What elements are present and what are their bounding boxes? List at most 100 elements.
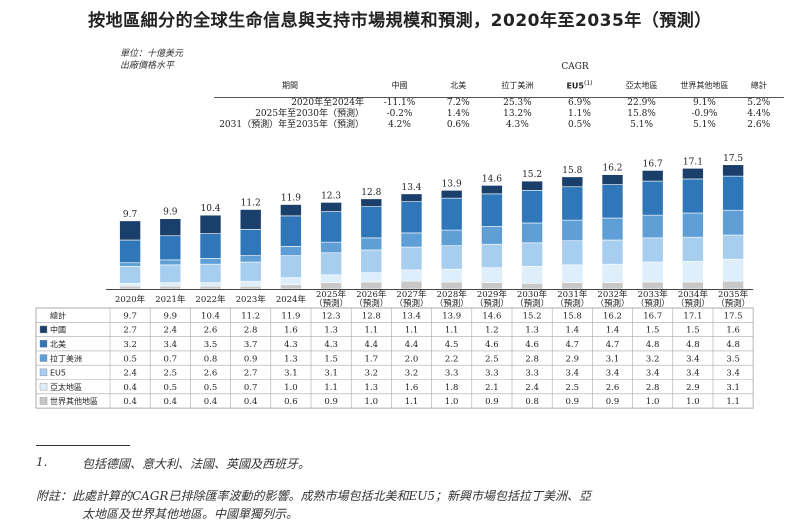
total-value-label: 12.3 — [321, 191, 341, 201]
bar-segment — [521, 265, 543, 284]
bar-segment — [199, 258, 222, 265]
category-label: 2025年 — [316, 289, 347, 300]
table-cell: 3.1 — [324, 369, 338, 379]
bar-segment — [561, 219, 584, 242]
table-cell: 1.5 — [324, 354, 338, 364]
bar-segment — [119, 285, 141, 290]
table-cell: 3.4 — [566, 369, 580, 379]
col-header: 總計 — [733, 73, 784, 98]
table-cell: 2.4 — [123, 369, 137, 379]
category-label-suffix: （預測） — [394, 298, 428, 309]
bar-segment — [400, 193, 423, 202]
category-label: 2021年 — [155, 294, 186, 305]
table-cell: 1.1 — [405, 397, 419, 407]
table-cell: 1.1 — [365, 326, 379, 336]
table-cell: 1.3 — [365, 383, 379, 393]
table-cell: 0.5 — [204, 383, 218, 393]
bar-segment — [400, 232, 423, 248]
bar-segment — [440, 190, 463, 199]
footnote-text: 包括德國、意大利、法國、英國及西班牙。 — [82, 457, 311, 471]
table-cell: 0.5 — [164, 383, 178, 393]
table-cell: 1.8 — [445, 383, 459, 393]
bar-segment — [159, 285, 182, 290]
category-label: 2031年 — [557, 289, 588, 300]
bar-segment — [521, 283, 543, 290]
bar-segment — [159, 282, 182, 287]
table-cell: 2.6 — [204, 326, 218, 336]
bar-segment — [320, 211, 342, 243]
category-label: 2029年 — [477, 289, 508, 300]
bar-segment — [360, 272, 383, 283]
row-label: 北美 — [50, 339, 66, 349]
unit-label: 單位：十億美元 — [120, 49, 184, 59]
table-cell: 2.2 — [445, 354, 459, 364]
bar-segment — [440, 229, 463, 246]
bar-segment — [119, 220, 141, 241]
table-cell: 1.3 — [525, 326, 539, 336]
table-cell: 3.4 — [606, 369, 620, 379]
row-label: 世界其他地區 — [50, 396, 98, 406]
bar-segment — [722, 234, 744, 260]
table-cell: 3.5 — [204, 340, 218, 350]
table-cell: 0.4 — [164, 397, 178, 407]
bar-segment — [561, 264, 584, 283]
legend-swatch — [39, 397, 48, 405]
table-cell: 3.7 — [244, 340, 258, 350]
cagr-group-label: CAGR — [561, 62, 589, 72]
table-cell: 1.5 — [646, 326, 660, 336]
category-label-suffix: （預測） — [636, 298, 670, 309]
bar-segment — [119, 262, 141, 267]
bar-segment — [521, 190, 543, 224]
table-cell: 0.6 — [284, 397, 298, 407]
bar-segment — [682, 236, 704, 262]
bar-segment — [239, 229, 262, 256]
bar-segment — [280, 246, 302, 256]
table-cell: 3.4 — [686, 369, 700, 379]
total-value-label: 9.9 — [163, 208, 178, 218]
col-header: 北美 — [433, 73, 484, 98]
category-label: 2030年 — [517, 289, 548, 300]
table-cell: 10.4 — [201, 311, 220, 321]
table-cell: 13.9 — [442, 311, 461, 321]
bar-segment — [239, 280, 262, 287]
bar-segment — [360, 249, 383, 273]
category-label: 2032年 — [597, 289, 628, 300]
table-cell: 3.5 — [726, 354, 740, 364]
table-cell: 0.4 — [244, 397, 258, 407]
bar-segment — [521, 242, 543, 267]
table-cell: 12.8 — [362, 311, 381, 321]
table-cell: 1.5 — [686, 326, 700, 336]
remark-line-2: 太地區及世界其他地區。中國單獨列示。 — [82, 507, 299, 521]
table-cell: 2.4 — [525, 383, 539, 393]
bar-segment — [561, 176, 584, 188]
col-header-eu5: EU5(1) — [551, 73, 608, 98]
bar-segment — [682, 178, 704, 214]
legend-swatch — [39, 354, 48, 362]
table-cell: 2.6 — [204, 369, 218, 379]
category-label: 2024年 — [276, 294, 307, 305]
bar-segment — [682, 281, 704, 290]
col-header: 中國 — [366, 73, 434, 98]
table-cell: 4.8 — [686, 340, 700, 350]
table-cell: 0.9 — [566, 397, 580, 407]
row-label: 拉丁美洲 — [50, 353, 82, 363]
bar-segment — [119, 283, 141, 287]
table-cell: 4.8 — [726, 340, 740, 350]
table-cell: 1.0 — [445, 397, 459, 407]
category-label-suffix: （預測） — [555, 298, 589, 309]
row-label: 亞太地區 — [50, 382, 82, 392]
table-cell: 1.1 — [726, 397, 740, 407]
table-cell: 1.3 — [284, 354, 298, 364]
bar-segment — [481, 243, 503, 269]
table-cell: 3.2 — [405, 369, 419, 379]
table-cell: 1.2 — [485, 326, 499, 336]
total-value-label: 15.8 — [562, 166, 582, 176]
table-cell: 3.4 — [686, 354, 700, 364]
table-cell: 4.3 — [324, 340, 338, 350]
bar-segment — [601, 239, 624, 265]
bar-segment — [561, 282, 584, 290]
bar-segment — [159, 235, 182, 261]
table-cell: 2.8 — [244, 326, 258, 336]
bar-segment — [561, 240, 584, 266]
table-cell: 1.1 — [324, 383, 338, 393]
